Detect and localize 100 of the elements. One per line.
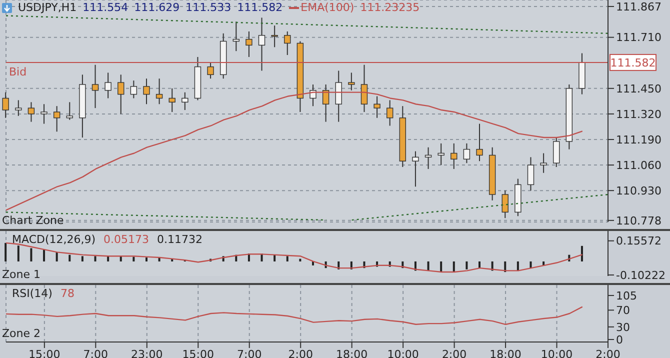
annotation: 78 xyxy=(60,287,74,300)
y-tick-label: 111.710 xyxy=(616,31,662,44)
x-tick-label: 7:00 xyxy=(83,348,108,358)
chart-title: USDJPY,H1 xyxy=(18,1,77,14)
candlestick xyxy=(374,96,380,118)
chart-title: RSI(14) xyxy=(12,287,52,300)
candlestick xyxy=(424,146,432,170)
candlestick xyxy=(15,100,22,116)
candlestick xyxy=(156,78,163,105)
annotation: 111.23235 xyxy=(360,1,420,14)
candlestick xyxy=(335,70,342,122)
chart-title: MACD(12,26,9) xyxy=(12,233,96,246)
bar xyxy=(286,256,288,262)
candlestick xyxy=(232,21,240,52)
annotation: Chart Zone xyxy=(2,214,64,227)
candlestick xyxy=(450,142,458,170)
bar xyxy=(466,261,468,270)
y-tick-label: 111.450 xyxy=(616,82,662,96)
bar xyxy=(94,256,96,262)
x-tick-label: 10:00 xyxy=(387,348,419,358)
candlestick xyxy=(284,30,291,56)
candlestick xyxy=(360,64,368,112)
candlestick xyxy=(527,156,534,192)
x-tick-label: 18:00 xyxy=(490,348,522,358)
candlestick xyxy=(207,62,214,80)
candlestick xyxy=(348,72,355,91)
bar xyxy=(4,242,7,262)
annotation: 111.629 xyxy=(134,1,180,14)
bar xyxy=(68,254,71,262)
candlestick xyxy=(476,123,483,162)
y-tick-label: 110.930 xyxy=(616,184,662,198)
candlestick xyxy=(130,80,138,99)
candlestick xyxy=(92,64,99,109)
y-tick-label: 111.060 xyxy=(616,158,662,172)
candlestick xyxy=(182,92,188,111)
y-tick-label: -0.10222 xyxy=(616,268,666,282)
annotation: Zone 2 xyxy=(2,327,40,340)
bar xyxy=(312,261,314,266)
candlestick xyxy=(246,30,252,58)
y-tick-label: 0.15572 xyxy=(616,234,662,248)
candlestick xyxy=(463,142,470,164)
x-tick-label: 15:00 xyxy=(28,348,60,358)
x-tick-label: 2:00 xyxy=(288,348,313,358)
annotation: 0.11732 xyxy=(157,233,203,246)
candlestick xyxy=(118,74,124,114)
bar xyxy=(17,246,20,262)
ref-line-label: Bid xyxy=(9,65,27,78)
candlestick xyxy=(258,17,266,72)
y-tick-label: 0 xyxy=(616,333,623,346)
bar xyxy=(274,254,276,262)
bar xyxy=(132,256,135,262)
bar xyxy=(43,250,46,262)
legend-label: EMA(100) xyxy=(300,1,354,14)
candlestick xyxy=(438,142,444,166)
y-tick-label: 70 xyxy=(616,304,630,318)
bar xyxy=(299,258,302,262)
annotation: 111.554 xyxy=(82,1,128,14)
y-tick-label: 111.190 xyxy=(616,133,662,146)
candlestick xyxy=(143,78,150,105)
candlestick xyxy=(271,25,278,48)
candlestick xyxy=(40,104,48,124)
bar xyxy=(452,261,455,272)
candlestick xyxy=(386,100,394,126)
x-tick-label: 2:00 xyxy=(596,348,620,358)
x-tick-label: 23:00 xyxy=(131,348,163,358)
candlestick xyxy=(28,102,35,122)
bar xyxy=(145,257,148,262)
x-tick-label: 7:00 xyxy=(237,348,262,358)
candlestick xyxy=(104,72,112,99)
bar xyxy=(516,261,519,271)
y-tick-label: 105 xyxy=(616,289,637,302)
x-tick-label: 2:00 xyxy=(442,348,467,358)
bar xyxy=(440,261,442,272)
annotation: Zone 1 xyxy=(2,268,40,281)
candlestick xyxy=(412,150,419,188)
annotation: 111.582 xyxy=(237,1,283,14)
bar xyxy=(56,252,58,262)
candlestick xyxy=(53,106,60,132)
text: 111.582 xyxy=(610,56,656,70)
annotation: 0.05173 xyxy=(104,233,150,246)
candlestick xyxy=(502,190,508,219)
x-tick-label: 18:00 xyxy=(336,348,368,358)
bar xyxy=(30,248,32,262)
bar xyxy=(81,256,84,262)
bar xyxy=(478,261,481,268)
candlestick xyxy=(553,137,560,168)
x-tick-label: 15:00 xyxy=(182,348,214,358)
bar xyxy=(107,256,110,262)
y-tick-label: 111.320 xyxy=(616,108,662,121)
x-tick-label: 10:00 xyxy=(540,348,573,358)
bar xyxy=(427,261,430,271)
line-series xyxy=(5,306,583,325)
candlestick xyxy=(2,92,9,118)
y-tick-label: 30 xyxy=(616,320,630,334)
annotation: 111.533 xyxy=(186,1,232,14)
bar xyxy=(120,256,122,262)
candlestick xyxy=(66,102,73,120)
bar xyxy=(530,261,532,268)
y-tick-label: 111.867 xyxy=(616,0,662,14)
bar xyxy=(580,246,583,262)
